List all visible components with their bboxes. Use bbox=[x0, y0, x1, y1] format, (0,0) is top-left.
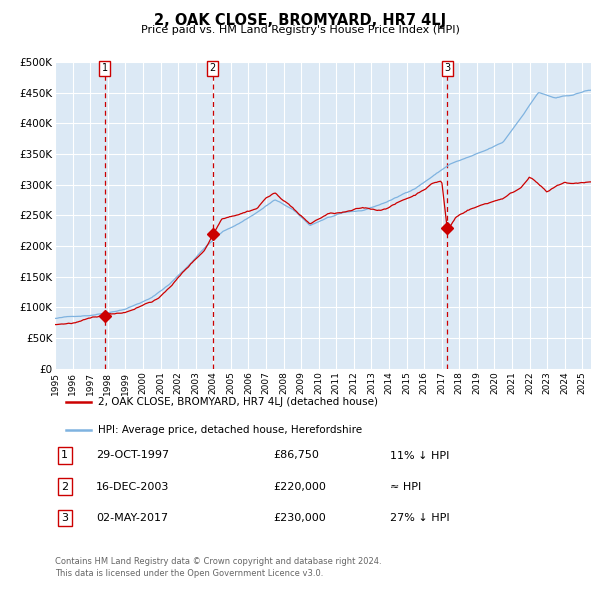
Text: Contains HM Land Registry data © Crown copyright and database right 2024.: Contains HM Land Registry data © Crown c… bbox=[55, 557, 382, 566]
Text: 2, OAK CLOSE, BROMYARD, HR7 4LJ: 2, OAK CLOSE, BROMYARD, HR7 4LJ bbox=[154, 13, 446, 28]
Text: 1: 1 bbox=[61, 451, 68, 460]
Text: 2, OAK CLOSE, BROMYARD, HR7 4LJ (detached house): 2, OAK CLOSE, BROMYARD, HR7 4LJ (detache… bbox=[98, 398, 378, 407]
Text: 2: 2 bbox=[209, 63, 216, 73]
Text: 3: 3 bbox=[445, 63, 451, 73]
Text: £230,000: £230,000 bbox=[273, 513, 326, 523]
Text: £220,000: £220,000 bbox=[273, 482, 326, 491]
Text: 2: 2 bbox=[61, 482, 68, 491]
Text: 11% ↓ HPI: 11% ↓ HPI bbox=[390, 451, 449, 460]
Text: Price paid vs. HM Land Registry's House Price Index (HPI): Price paid vs. HM Land Registry's House … bbox=[140, 25, 460, 35]
Text: 27% ↓ HPI: 27% ↓ HPI bbox=[390, 513, 449, 523]
Text: ≈ HPI: ≈ HPI bbox=[390, 482, 421, 491]
Text: 3: 3 bbox=[61, 513, 68, 523]
Text: £86,750: £86,750 bbox=[273, 451, 319, 460]
Text: 16-DEC-2003: 16-DEC-2003 bbox=[96, 482, 169, 491]
Text: This data is licensed under the Open Government Licence v3.0.: This data is licensed under the Open Gov… bbox=[55, 569, 323, 578]
Text: 1: 1 bbox=[102, 63, 108, 73]
Text: HPI: Average price, detached house, Herefordshire: HPI: Average price, detached house, Here… bbox=[98, 425, 362, 434]
Text: 29-OCT-1997: 29-OCT-1997 bbox=[96, 451, 169, 460]
Text: 02-MAY-2017: 02-MAY-2017 bbox=[96, 513, 168, 523]
